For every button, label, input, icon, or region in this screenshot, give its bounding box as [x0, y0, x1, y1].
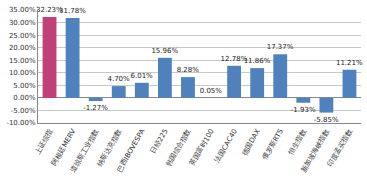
svg-text:32.23%: 32.23%: [36, 6, 63, 14]
svg-text:4.70%: 4.70%: [107, 75, 130, 83]
svg-text:俄罗斯RTS: 俄罗斯RTS: [261, 127, 285, 161]
svg-text:法国CAC40: 法国CAC40: [213, 128, 239, 164]
svg-text:5.00%: 5.00%: [13, 82, 36, 90]
svg-text:日经225: 日经225: [149, 128, 170, 156]
svg-text:-1.93%: -1.93%: [291, 106, 316, 114]
svg-text:15.96%: 15.96%: [151, 47, 178, 55]
svg-text:0.00%: 0.00%: [13, 94, 36, 102]
svg-text:-5.00%: -5.00%: [11, 107, 36, 115]
svg-text:恒生指数: 恒生指数: [287, 128, 308, 157]
svg-text:11.86%: 11.86%: [244, 57, 271, 65]
svg-text:8.28%: 8.28%: [177, 66, 200, 74]
svg-text:巴西IBOVESPA: 巴西IBOVESPA: [115, 127, 146, 173]
svg-text:印度孟买指数: 印度孟买指数: [326, 128, 354, 168]
svg-text:20.00%: 20.00%: [9, 44, 36, 52]
svg-text:10.00%: 10.00%: [9, 69, 36, 77]
svg-text:德国DAX: 德国DAX: [241, 127, 262, 156]
svg-text:道琼斯工业指数: 道琼斯工业指数: [69, 128, 100, 174]
svg-text:25.00%: 25.00%: [9, 32, 36, 40]
svg-text:-10.00%: -10.00%: [6, 119, 36, 127]
svg-text:17.37%: 17.37%: [267, 43, 294, 51]
svg-text:11.21%: 11.21%: [336, 59, 363, 67]
svg-text:-5.85%: -5.85%: [314, 116, 339, 124]
svg-text:30.00%: 30.00%: [9, 19, 36, 27]
svg-text:阿根廷MERV: 阿根廷MERV: [50, 127, 77, 166]
svg-text:-1.27%: -1.27%: [83, 104, 108, 112]
svg-text:15.00%: 15.00%: [9, 57, 36, 65]
svg-text:新加坡海峡指数: 新加坡海峡指数: [300, 128, 331, 174]
svg-text:0.05%: 0.05%: [200, 87, 223, 95]
svg-text:上证综指: 上证综指: [33, 128, 54, 156]
svg-text:6.01%: 6.01%: [131, 72, 154, 80]
svg-text:35.00%: 35.00%: [9, 6, 36, 14]
svg-text:韩国综合指数: 韩国综合指数: [165, 128, 193, 168]
svg-text:纳斯达克指数: 纳斯达克指数: [96, 128, 124, 168]
svg-text:31.78%: 31.78%: [59, 7, 86, 15]
svg-text:英国富时100: 英国富时100: [188, 128, 216, 168]
svg-text:12.78%: 12.78%: [221, 55, 248, 63]
